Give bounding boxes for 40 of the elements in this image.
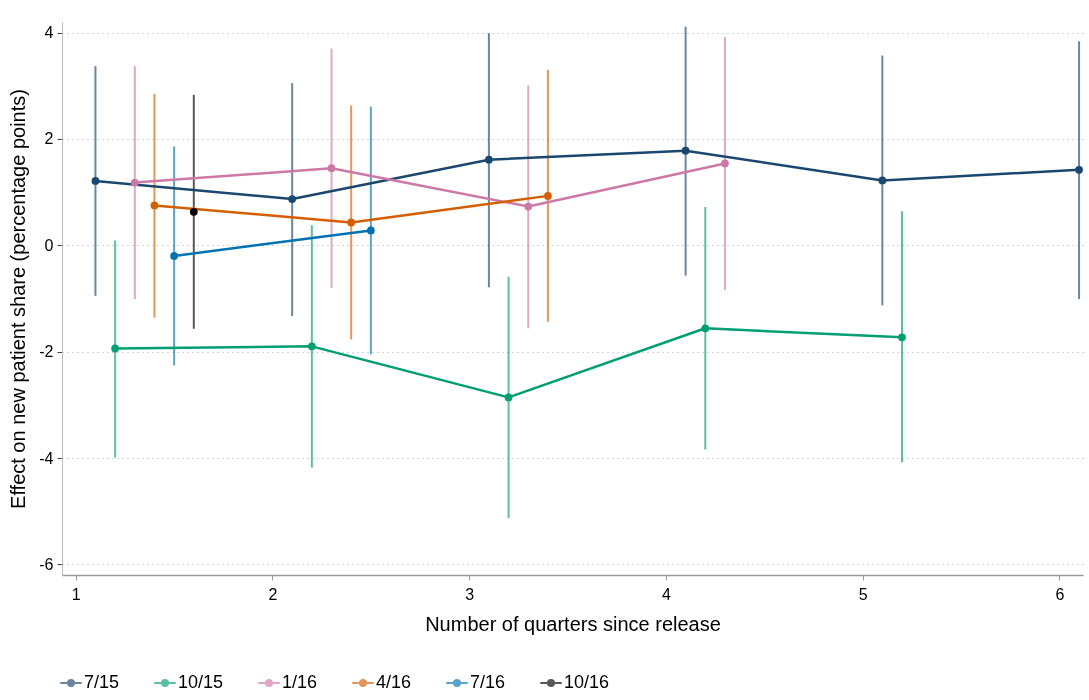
point — [898, 333, 906, 342]
point — [150, 201, 159, 210]
point — [485, 155, 493, 164]
point — [347, 218, 356, 227]
x-tick-label: 2 — [268, 585, 278, 603]
legend-label: 1/16 — [282, 672, 318, 692]
point — [544, 192, 552, 200]
point — [701, 324, 710, 333]
legend-label: 4/16 — [376, 672, 412, 692]
x-tick-label: 4 — [661, 585, 671, 603]
point — [504, 393, 513, 402]
y-tick-label: -4 — [39, 449, 54, 467]
y-tick-label: 2 — [44, 130, 54, 148]
point — [307, 342, 316, 351]
legend-label: 10/15 — [178, 672, 224, 692]
legend-label: 7/16 — [470, 672, 506, 692]
point — [1075, 165, 1083, 174]
point — [878, 176, 887, 185]
point — [111, 344, 119, 353]
point — [721, 159, 729, 168]
y-tick-label: -2 — [39, 343, 54, 361]
x-axis-title: Number of quarters since release — [425, 612, 721, 635]
legend-label: 7/15 — [84, 672, 120, 692]
point — [366, 226, 375, 235]
x-tick-label: 6 — [1055, 585, 1065, 603]
y-tick-label: -6 — [39, 555, 54, 573]
y-tick-label: 0 — [44, 236, 54, 254]
x-tick-label: 5 — [858, 585, 868, 603]
point — [327, 164, 336, 173]
point — [170, 252, 179, 260]
point — [681, 146, 690, 155]
legend-label: 10/16 — [564, 672, 610, 692]
y-tick-label: 4 — [44, 24, 54, 42]
point — [130, 178, 139, 187]
x-tick-label: 1 — [71, 585, 81, 603]
y-axis-title: Effect on new patient share (percentage points) — [7, 89, 30, 509]
point — [524, 202, 533, 211]
x-tick-label: 3 — [465, 585, 475, 603]
point — [288, 195, 297, 203]
point — [91, 177, 100, 185]
